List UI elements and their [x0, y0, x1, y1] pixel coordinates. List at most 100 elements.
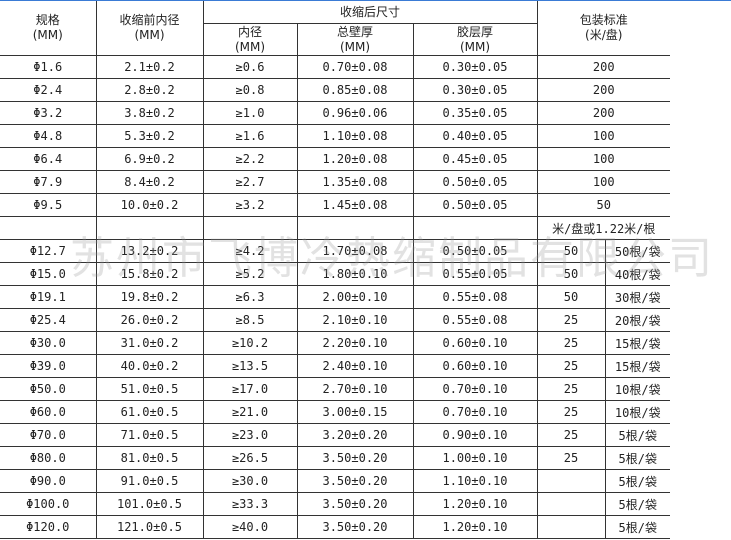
- table-cell: 101.0±0.5: [96, 492, 204, 516]
- table-cell: 5根/袋: [605, 515, 670, 539]
- table-cell: Φ19.1: [0, 285, 97, 309]
- table-cell: 25: [537, 331, 606, 355]
- table-cell: Φ2.4: [0, 78, 97, 102]
- table-cell: 5根/袋: [605, 423, 670, 447]
- table-cell: 3.00±0.15: [297, 400, 414, 424]
- table-row: Φ3.2 3.8±0.2 ≥1.0 0.96±0.06 0.35±0.05 200: [0, 101, 670, 125]
- table-cell: Φ1.6: [0, 55, 97, 79]
- table-cell: Φ80.0: [0, 446, 97, 470]
- table-cell: 0.50±0.05: [413, 239, 538, 263]
- table-row: Φ30.0 31.0±0.2 ≥10.2 2.20±0.10 0.60±0.10 25 15…: [0, 331, 670, 355]
- table-cell: 15.8±0.2: [96, 262, 204, 286]
- table-cell: 0.30±0.05: [413, 55, 538, 79]
- table-cell: 2.10±0.10: [297, 308, 414, 332]
- table-cell: 31.0±0.2: [96, 331, 204, 355]
- table-cell: ≥33.3: [203, 492, 298, 516]
- table-cell: 81.0±0.5: [96, 446, 204, 470]
- table-cell: ≥30.0: [203, 469, 298, 493]
- table-cell: Φ39.0: [0, 354, 97, 378]
- table-cell: Φ90.0: [0, 469, 97, 493]
- header-pre-id: 收缩前内径 (MM): [96, 1, 204, 56]
- table-cell: 20根/袋: [605, 308, 670, 332]
- table-cell: Φ30.0: [0, 331, 97, 355]
- table-cell: ≥23.0: [203, 423, 298, 447]
- table-cell: 2.8±0.2: [96, 78, 204, 102]
- table-cell: Φ9.5: [0, 193, 97, 217]
- table-cell: [96, 216, 204, 240]
- table-cell: 2.70±0.10: [297, 377, 414, 401]
- table-cell: 1.20±0.10: [413, 515, 538, 539]
- table-cell: [537, 492, 606, 516]
- table-cell: 13.2±0.2: [96, 239, 204, 263]
- table-row: Φ100.0 101.0±0.5 ≥33.3 3.50±0.20 1.20±0.10 5根…: [0, 492, 670, 516]
- table-cell: [413, 216, 538, 240]
- table-cell: ≥0.8: [203, 78, 298, 102]
- table-row: Φ25.4 26.0±0.2 ≥8.5 2.10±0.10 0.55±0.08 25 20根…: [0, 308, 670, 332]
- table-cell: 200: [537, 55, 670, 79]
- table-cell: ≥2.2: [203, 147, 298, 171]
- table-cell: 0.70±0.10: [413, 400, 538, 424]
- table-cell: 15根/袋: [605, 331, 670, 355]
- table-cell: 5根/袋: [605, 492, 670, 516]
- table-cell: 0.96±0.06: [297, 101, 414, 125]
- table-cell: Φ60.0: [0, 400, 97, 424]
- table-cell: 10根/袋: [605, 377, 670, 401]
- table-cell: 26.0±0.2: [96, 308, 204, 332]
- table-cell: 2.1±0.2: [96, 55, 204, 79]
- table-cell: ≥4.2: [203, 239, 298, 263]
- table-row: Φ7.9 8.4±0.2 ≥2.7 1.35±0.08 0.50±0.05 100: [0, 170, 670, 194]
- table-cell: 19.8±0.2: [96, 285, 204, 309]
- table-cell: Φ120.0: [0, 515, 97, 539]
- table-cell: 25: [537, 354, 606, 378]
- pack-note: 米/盘或1.22米/根: [537, 216, 670, 240]
- table-cell: 25: [537, 377, 606, 401]
- table-cell: ≥1.6: [203, 124, 298, 148]
- table-row: Φ9.5 10.0±0.2 ≥3.2 1.45±0.08 0.50±0.05 50: [0, 193, 670, 217]
- table-cell: 6.9±0.2: [96, 147, 204, 171]
- table-row: Φ60.0 61.0±0.5 ≥21.0 3.00±0.15 0.70±0.10 25 10…: [0, 400, 670, 424]
- table-cell: Φ4.8: [0, 124, 97, 148]
- table-cell: ≥1.0: [203, 101, 298, 125]
- table-cell: 25: [537, 400, 606, 424]
- table-cell: ≥40.0: [203, 515, 298, 539]
- table-cell: Φ70.0: [0, 423, 97, 447]
- table-cell: 0.60±0.10: [413, 331, 538, 355]
- table-cell: 3.50±0.20: [297, 492, 414, 516]
- table-cell: 3.50±0.20: [297, 515, 414, 539]
- table-cell: ≥6.3: [203, 285, 298, 309]
- table-row: Φ39.0 40.0±0.2 ≥13.5 2.40±0.10 0.60±0.10 25 15…: [0, 354, 670, 378]
- table-row: Φ19.1 19.8±0.2 ≥6.3 2.00±0.10 0.55±0.08 50 30根…: [0, 285, 670, 309]
- table-row: Φ2.4 2.8±0.2 ≥0.8 0.85±0.08 0.30±0.05 200: [0, 78, 670, 102]
- table-row: Φ70.0 71.0±0.5 ≥23.0 3.20±0.20 0.90±0.10 25 5根…: [0, 423, 670, 447]
- table-cell: 1.20±0.10: [413, 492, 538, 516]
- table-cell: 2.00±0.10: [297, 285, 414, 309]
- table-cell: Φ100.0: [0, 492, 97, 516]
- table-cell: 3.50±0.20: [297, 446, 414, 470]
- table-cell: 100: [537, 170, 670, 194]
- spec-table: 规格 (MM) 收缩前内径 (MM) 收缩后尺寸 包装标准 (米/盘) 内径 (MM) …: [0, 1, 670, 539]
- table-cell: [0, 216, 97, 240]
- table-cell: 0.45±0.05: [413, 147, 538, 171]
- table-cell: 2.20±0.10: [297, 331, 414, 355]
- table-cell: 0.55±0.08: [413, 308, 538, 332]
- table-cell: 0.70±0.10: [413, 377, 538, 401]
- table-cell: 3.8±0.2: [96, 101, 204, 125]
- table-cell: 40根/袋: [605, 262, 670, 286]
- header-glue: 胶层厚 (MM): [413, 23, 538, 56]
- table-cell: 1.80±0.10: [297, 262, 414, 286]
- header-post: 收缩后尺寸: [203, 1, 538, 25]
- table-cell: 10.0±0.2: [96, 193, 204, 217]
- table-cell: [203, 216, 298, 240]
- table-cell: 25: [537, 423, 606, 447]
- table-cell: 0.55±0.08: [413, 285, 538, 309]
- table-cell: 1.70±0.08: [297, 239, 414, 263]
- table-cell: 0.50±0.05: [413, 170, 538, 194]
- table-cell: 0.30±0.05: [413, 78, 538, 102]
- table-cell: 50: [537, 285, 606, 309]
- table-row: Φ50.0 51.0±0.5 ≥17.0 2.70±0.10 0.70±0.10 25 10…: [0, 377, 670, 401]
- header-pack: 包装标准 (米/盘): [537, 1, 670, 56]
- table-row: Φ12.7 13.2±0.2 ≥4.2 1.70±0.08 0.50±0.05 50 50根…: [0, 239, 670, 263]
- table-row: 米/盘或1.22米/根: [0, 216, 670, 240]
- table-cell: ≥21.0: [203, 400, 298, 424]
- table-row: Φ90.0 91.0±0.5 ≥30.0 3.50±0.20 1.10±0.10 5根/袋: [0, 469, 670, 493]
